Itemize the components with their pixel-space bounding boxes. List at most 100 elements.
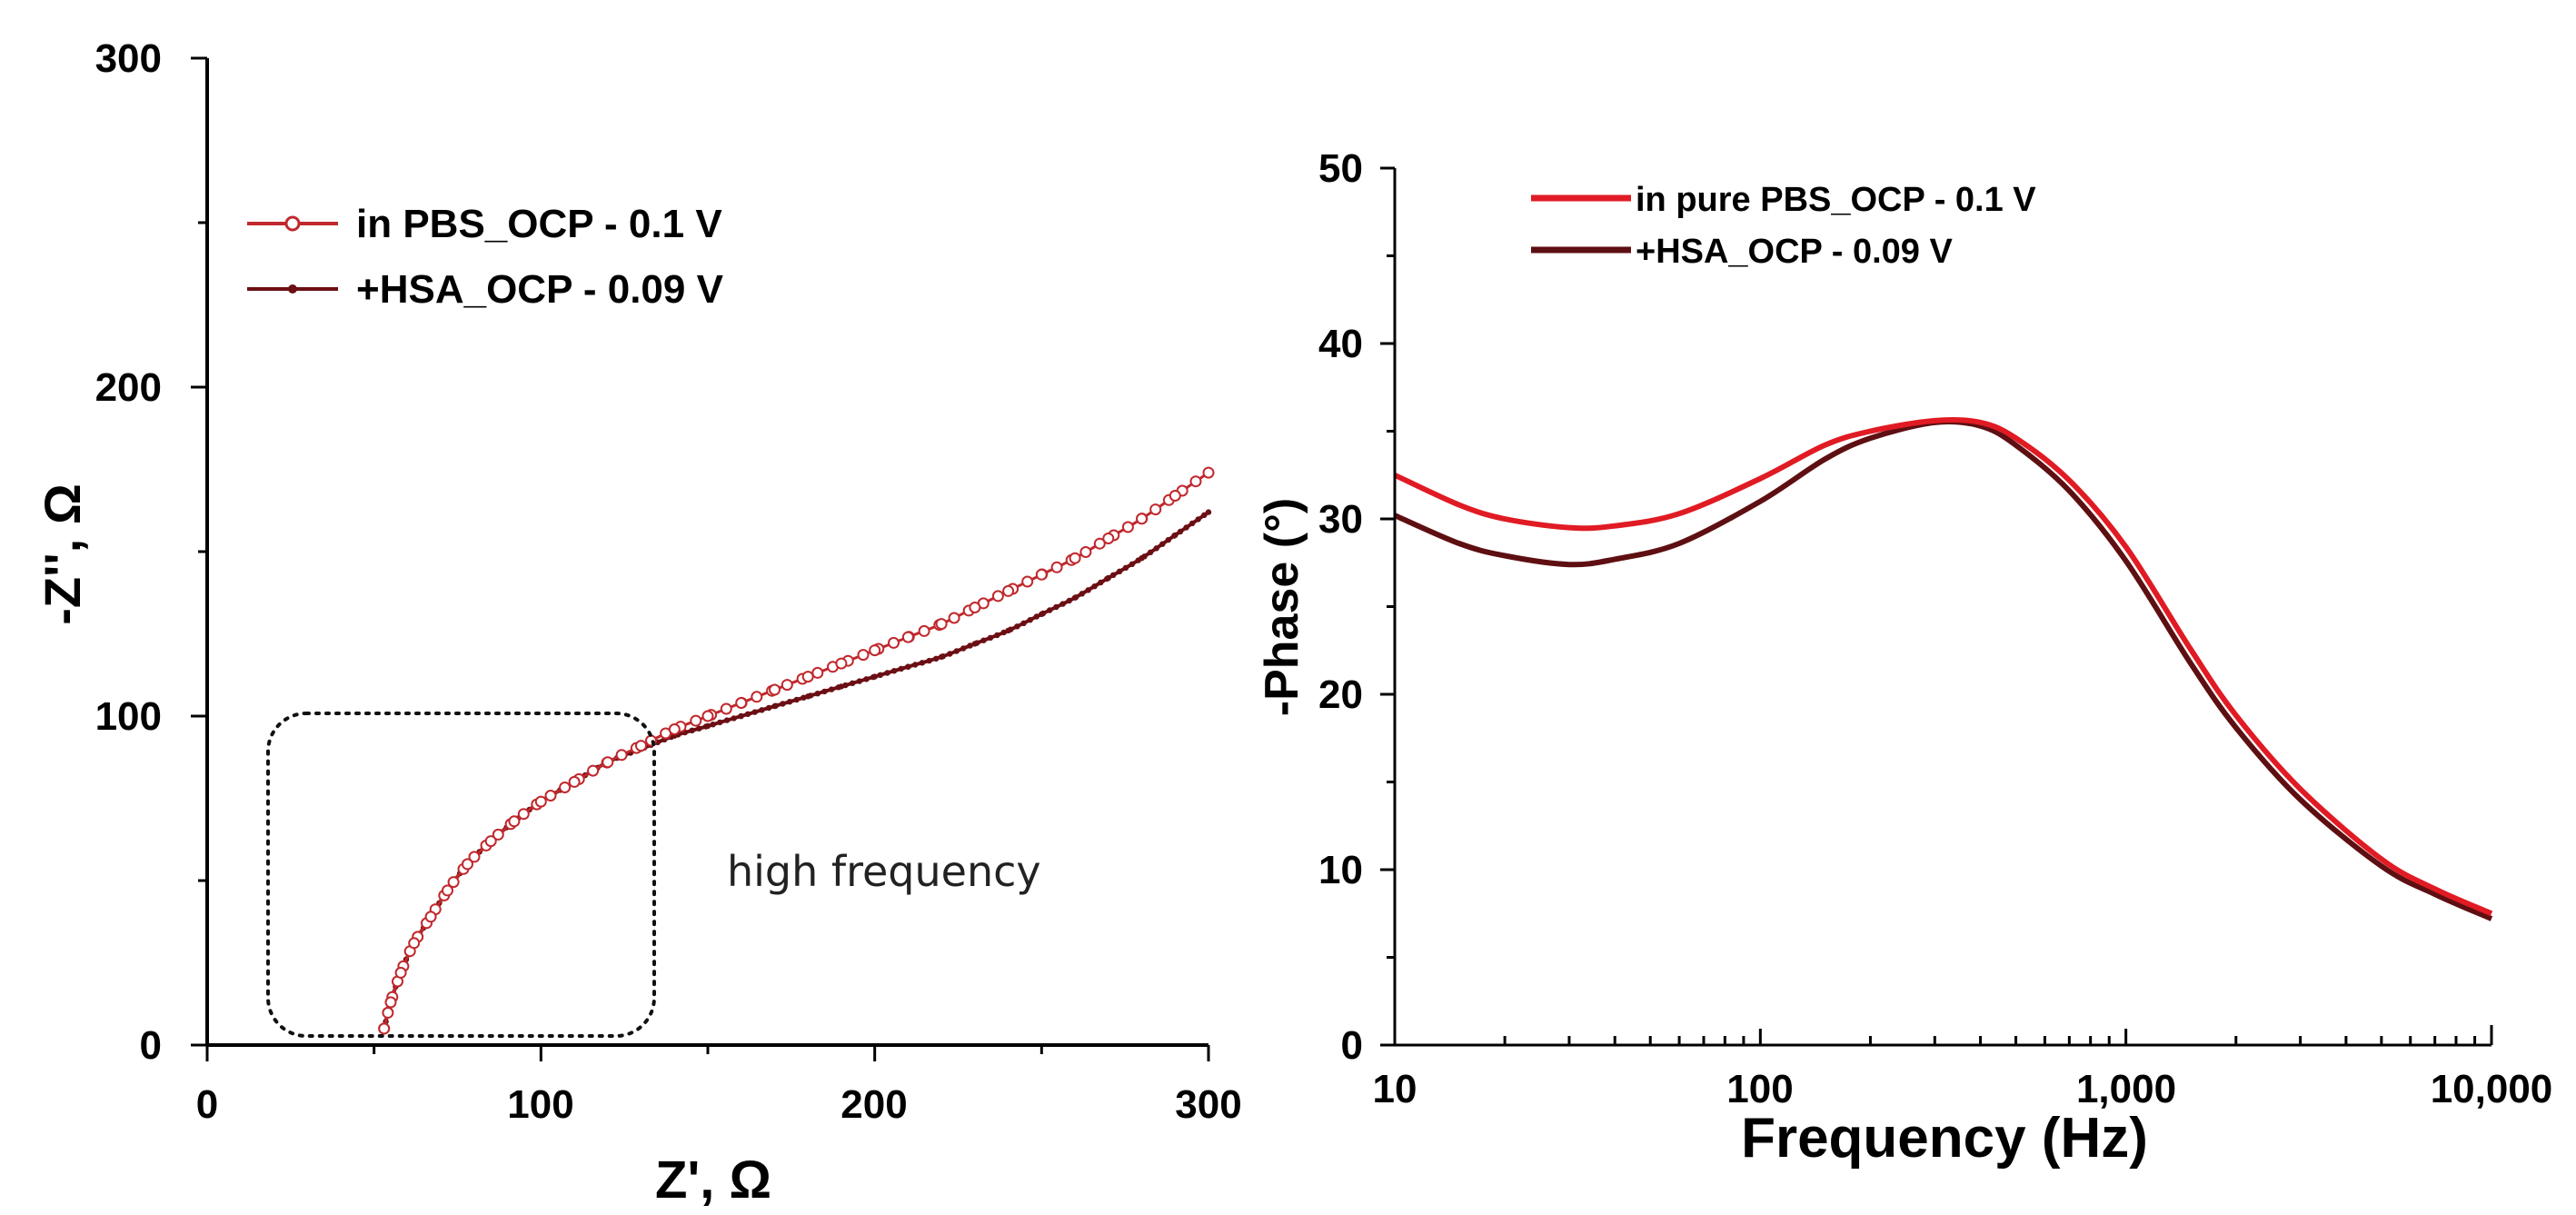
marker-pbs bbox=[1093, 537, 1106, 550]
marker-hsa bbox=[912, 662, 919, 668]
marker-hsa bbox=[1047, 607, 1053, 613]
marker-hsa bbox=[1195, 516, 1201, 523]
bode-ytick-label: 0 bbox=[1341, 1023, 1363, 1068]
data-point-pbs bbox=[394, 966, 407, 979]
nyquist-x-axis-title: Z', Ω bbox=[655, 1150, 771, 1210]
marker-pbs bbox=[1079, 546, 1092, 558]
marker-pbs bbox=[1050, 561, 1063, 573]
marker-hsa bbox=[765, 704, 772, 712]
data-point-pbs bbox=[1136, 513, 1148, 525]
marker-pbs bbox=[559, 782, 572, 793]
marker-hsa bbox=[849, 680, 856, 686]
marker-hsa bbox=[926, 657, 932, 664]
nyquist-ytick-label: 200 bbox=[95, 365, 162, 410]
marker-hsa bbox=[980, 637, 987, 643]
nyquist-xtick-label: 200 bbox=[840, 1082, 907, 1127]
legend-label-hsa: +HSA_OCP - 0.09 V bbox=[356, 267, 724, 312]
marker-pbs bbox=[1121, 521, 1134, 533]
data-point-pbs bbox=[935, 618, 948, 631]
bode-ytick-label: 50 bbox=[1318, 146, 1363, 191]
marker-hsa bbox=[780, 701, 786, 707]
marker-pbs bbox=[468, 851, 481, 863]
legend-marker-hsa bbox=[288, 284, 297, 294]
bode-x-axis-title: Frequency (Hz) bbox=[1741, 1107, 2148, 1170]
nyquist-chart: high frequency 0 100 200 300 0 100 200 3… bbox=[34, 36, 1242, 1210]
data-point-pbs bbox=[835, 657, 848, 670]
nyquist-ytick-label: 100 bbox=[95, 694, 162, 739]
bode-ytick-label: 10 bbox=[1318, 848, 1363, 892]
bode-xtick-label: 10 bbox=[1373, 1067, 1417, 1111]
marker-hsa bbox=[1098, 579, 1104, 586]
data-point-pbs bbox=[534, 795, 547, 808]
data-point-hsa bbox=[938, 653, 945, 660]
bode-xtick-label: 10,000 bbox=[2431, 1067, 2553, 1111]
marker-pbs bbox=[1149, 503, 1162, 516]
marker-hsa bbox=[953, 648, 960, 654]
nyquist-series-group bbox=[378, 466, 1215, 1035]
marker-hsa bbox=[1165, 536, 1172, 543]
marker-pbs bbox=[720, 702, 732, 715]
marker-hsa bbox=[801, 694, 807, 701]
marker-hsa bbox=[1014, 623, 1020, 630]
marker-hsa bbox=[731, 715, 737, 722]
marker-pbs bbox=[1021, 575, 1034, 588]
marker-pbs bbox=[857, 649, 870, 662]
data-point-pbs bbox=[408, 937, 421, 950]
bode-xtick-label: 100 bbox=[1726, 1067, 1793, 1111]
marker-pbs bbox=[751, 691, 763, 703]
marker-hsa bbox=[814, 691, 821, 697]
marker-hsa bbox=[1033, 613, 1040, 620]
marker-pbs bbox=[781, 679, 793, 692]
marker-hsa bbox=[1189, 520, 1196, 527]
bode-ticks bbox=[1380, 166, 2493, 1047]
data-point-pbs bbox=[462, 858, 473, 871]
bode-phase-chart: 0 10 20 30 40 50 10 100 1,000 10,000 Fre… bbox=[1256, 146, 2552, 1170]
data-point-hsa bbox=[971, 641, 979, 647]
nyquist-xtick-label: 0 bbox=[196, 1082, 218, 1127]
data-point-hsa bbox=[771, 702, 778, 710]
marker-hsa bbox=[877, 672, 883, 678]
marker-pbs bbox=[492, 828, 504, 841]
data-point-hsa bbox=[1071, 594, 1079, 601]
high-frequency-region bbox=[266, 712, 656, 1038]
nyquist-xtick-label: 100 bbox=[507, 1082, 573, 1127]
marker-hsa bbox=[759, 707, 765, 713]
marker-hsa bbox=[717, 719, 723, 726]
data-point-pbs bbox=[384, 996, 397, 1009]
data-point-hsa bbox=[1005, 627, 1011, 634]
bode-ytick-label: 30 bbox=[1318, 497, 1363, 542]
data-point-pbs bbox=[901, 631, 914, 643]
marker-pbs bbox=[447, 876, 460, 889]
marker-hsa bbox=[689, 727, 695, 733]
bode-y-axis-title: -Phase (°) bbox=[1256, 498, 1308, 716]
data-point-hsa bbox=[805, 693, 811, 700]
data-point-pbs bbox=[1035, 568, 1048, 581]
marker-pbs bbox=[517, 808, 530, 821]
marker-hsa bbox=[821, 688, 828, 695]
data-point-hsa bbox=[1105, 574, 1112, 582]
marker-hsa bbox=[786, 699, 793, 705]
data-point-pbs bbox=[1102, 533, 1115, 544]
bode-xtick-label: 1,000 bbox=[2076, 1067, 2176, 1111]
data-point-pbs bbox=[1202, 466, 1215, 479]
marker-hsa bbox=[1066, 597, 1073, 604]
bode-ytick-label: 40 bbox=[1318, 322, 1363, 366]
data-point-pbs bbox=[424, 911, 437, 923]
data-point-hsa bbox=[1039, 611, 1045, 617]
nyquist-xtick-label: 300 bbox=[1175, 1082, 1241, 1127]
marker-hsa bbox=[856, 678, 862, 684]
data-point-pbs bbox=[568, 775, 581, 788]
marker-hsa bbox=[710, 722, 716, 728]
marker-hsa bbox=[744, 711, 751, 717]
data-point-pbs bbox=[1169, 490, 1181, 502]
data-point-pbs bbox=[801, 671, 814, 683]
nyquist-legend: in PBS_OCP - 0.1 V +HSA_OCP - 0.09 V bbox=[247, 202, 724, 312]
marker-hsa bbox=[1053, 603, 1059, 611]
marker-hsa bbox=[1059, 601, 1066, 607]
marker-hsa bbox=[890, 668, 898, 674]
legend-label-pbs: in PBS_OCP - 0.1 V bbox=[356, 202, 722, 246]
legend-marker-pbs bbox=[284, 215, 301, 232]
marker-hsa bbox=[898, 665, 904, 672]
high-frequency-annotation: high frequency bbox=[727, 847, 1041, 896]
marker-hsa bbox=[933, 655, 940, 662]
